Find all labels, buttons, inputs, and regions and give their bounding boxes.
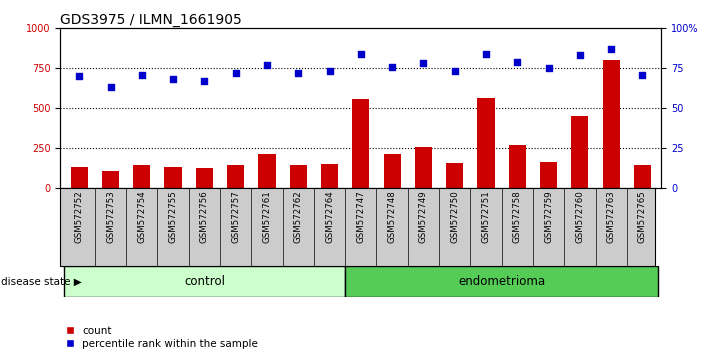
Point <box>418 61 429 66</box>
Bar <box>634 165 651 188</box>
Text: GSM572752: GSM572752 <box>75 190 84 243</box>
Bar <box>258 154 276 188</box>
Text: GSM572747: GSM572747 <box>356 190 365 243</box>
Text: GSM572762: GSM572762 <box>294 190 303 243</box>
Text: GSM572757: GSM572757 <box>231 190 240 243</box>
Bar <box>602 60 620 188</box>
Bar <box>70 167 88 188</box>
Bar <box>477 98 495 188</box>
Point <box>574 53 586 58</box>
Bar <box>63 266 345 297</box>
Bar <box>415 147 432 188</box>
Point <box>324 69 335 74</box>
Bar <box>540 162 557 188</box>
Bar <box>102 171 119 188</box>
Bar <box>196 168 213 188</box>
Text: GSM572748: GSM572748 <box>387 190 397 243</box>
Point <box>355 51 367 57</box>
Bar <box>164 167 182 188</box>
Bar <box>345 266 658 297</box>
Text: GSM572749: GSM572749 <box>419 190 428 242</box>
Bar <box>446 163 464 188</box>
Point <box>230 70 241 76</box>
Text: GSM572763: GSM572763 <box>606 190 616 243</box>
Bar <box>289 165 307 188</box>
Text: GSM572756: GSM572756 <box>200 190 209 243</box>
Point <box>481 51 492 57</box>
Point <box>292 70 304 76</box>
Bar <box>571 116 589 188</box>
Point <box>198 78 210 84</box>
Text: GDS3975 / ILMN_1661905: GDS3975 / ILMN_1661905 <box>60 13 242 27</box>
Text: GSM572764: GSM572764 <box>325 190 334 243</box>
Text: GSM572765: GSM572765 <box>638 190 647 243</box>
Bar <box>508 145 526 188</box>
Text: endometrioma: endometrioma <box>458 275 545 288</box>
Bar <box>321 164 338 188</box>
Point <box>105 85 116 90</box>
Point <box>167 76 178 82</box>
Bar <box>133 165 151 188</box>
Text: GSM572759: GSM572759 <box>544 190 553 242</box>
Legend: count, percentile rank within the sample: count, percentile rank within the sample <box>65 326 258 349</box>
Text: GSM572754: GSM572754 <box>137 190 146 243</box>
Text: GSM572750: GSM572750 <box>450 190 459 243</box>
Point <box>136 72 147 78</box>
Point <box>637 72 648 78</box>
Point <box>449 69 461 74</box>
Text: GSM572751: GSM572751 <box>481 190 491 243</box>
Point <box>261 62 272 68</box>
Point <box>512 59 523 65</box>
Point <box>73 73 85 79</box>
Text: disease state ▶: disease state ▶ <box>1 276 82 286</box>
Bar <box>352 99 370 188</box>
Text: GSM572760: GSM572760 <box>575 190 584 243</box>
Text: GSM572755: GSM572755 <box>169 190 178 243</box>
Point <box>606 46 617 52</box>
Text: GSM572753: GSM572753 <box>106 190 115 243</box>
Point <box>387 64 398 69</box>
Text: control: control <box>184 275 225 288</box>
Bar <box>227 165 245 188</box>
Text: GSM572761: GSM572761 <box>262 190 272 243</box>
Point <box>543 65 555 71</box>
Bar <box>383 154 401 188</box>
Text: GSM572758: GSM572758 <box>513 190 522 243</box>
